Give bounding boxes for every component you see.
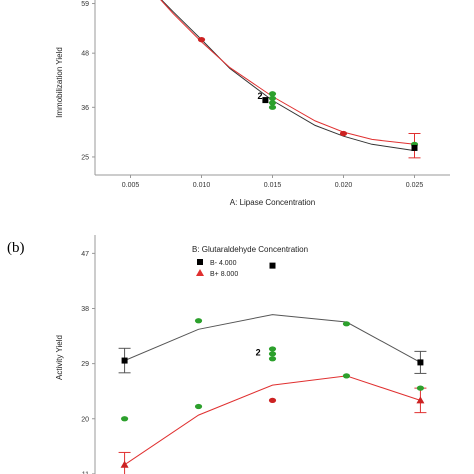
data-point xyxy=(194,403,203,410)
y-tick-label: 11 xyxy=(82,471,89,474)
data-point xyxy=(262,97,269,104)
data-point xyxy=(269,262,276,269)
data-point xyxy=(268,356,277,362)
panel-a-chart: 25 36 48 59 0.005 0.010 0.015 0.020 0.025 A: Lipa… xyxy=(55,0,450,207)
y-tick-label: 59 xyxy=(81,1,89,8)
data-point xyxy=(411,144,418,151)
data-point xyxy=(342,321,351,327)
series-curve xyxy=(160,0,415,152)
data-point xyxy=(120,416,129,422)
y-tick-label: 29 xyxy=(81,361,89,368)
data-point xyxy=(268,346,277,352)
data-point xyxy=(194,318,203,324)
x-tick-label: 0.025 xyxy=(406,182,424,189)
panel-b-chart: 11 20 29 38 47 Activity Yield 2 (b) B: Glutarald… xyxy=(7,235,427,474)
x-tick-label: 0.005 xyxy=(122,182,140,189)
x-tick-label: 0.015 xyxy=(264,182,282,189)
data-point xyxy=(120,460,129,468)
x-tick-label: 0.010 xyxy=(193,182,211,189)
data-point xyxy=(416,396,425,404)
y-tick-label: 48 xyxy=(81,51,89,58)
data-point xyxy=(268,397,277,403)
series-curve xyxy=(160,0,415,145)
y-tick-label: 47 xyxy=(81,251,89,258)
legend-label: B+ 8.000 xyxy=(210,271,238,278)
legend-marker xyxy=(197,259,203,265)
replicate-count-label: 2 xyxy=(256,348,261,358)
x-axis-label: A: Lipase Concentration xyxy=(230,198,315,207)
data-point xyxy=(268,104,277,110)
panel-label: (b) xyxy=(7,240,25,256)
y-tick-label: 36 xyxy=(81,105,89,112)
y-axis-label: Immobilization Yield xyxy=(55,47,64,118)
legend-marker xyxy=(196,269,204,276)
data-point xyxy=(121,357,128,364)
data-point xyxy=(342,373,351,379)
data-point xyxy=(268,95,277,101)
data-point xyxy=(268,100,277,106)
y-tick-label: 25 xyxy=(81,154,89,161)
data-point xyxy=(339,130,348,137)
legend-title: B: Glutaraldehyde Concentration xyxy=(192,245,308,254)
data-point xyxy=(268,351,277,357)
data-point xyxy=(197,37,206,43)
data-point xyxy=(416,385,425,391)
x-tick-label: 0.020 xyxy=(335,182,353,189)
y-tick-label: 20 xyxy=(81,416,89,423)
data-point xyxy=(268,91,277,97)
data-point xyxy=(417,359,424,366)
replicate-count-label: 2 xyxy=(258,91,263,101)
series-curve xyxy=(124,314,421,363)
y-tick-label: 38 xyxy=(81,306,89,313)
legend-label: B- 4.000 xyxy=(210,260,237,267)
y-axis-label: Activity Yield xyxy=(55,335,64,380)
series-curve xyxy=(124,375,421,466)
